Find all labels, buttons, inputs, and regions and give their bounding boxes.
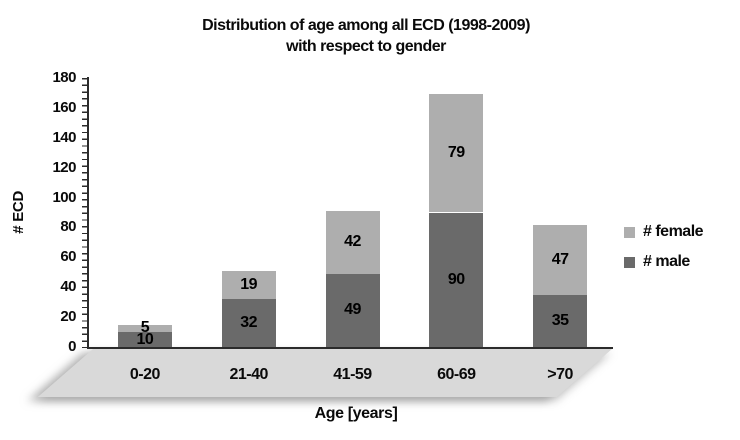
y-tick-label-40: 40: [60, 278, 76, 296]
bar-value-label: 5: [140, 319, 150, 337]
bar-segment-male-4: 35: [533, 294, 588, 347]
x-tick-label-4: >70: [547, 366, 573, 383]
y-tick-label-20: 20: [60, 308, 76, 326]
x-tick-label-1: 21-40: [229, 366, 268, 383]
legend: # female # male: [624, 223, 704, 284]
y-tick-label-60: 60: [60, 248, 76, 266]
x-tick-label-2: 41-59: [333, 366, 372, 383]
x-axis-title: Age [years]: [314, 405, 398, 422]
bar-value-label: 10: [136, 330, 154, 348]
bar-value-label: 79: [447, 144, 465, 162]
legend-swatch: [624, 256, 635, 268]
chart-title-line1: Distribution of age among all ECD (1998-…: [202, 17, 530, 34]
chart-title: Distribution of age among all ECD (1998-…: [96, 15, 636, 57]
y-tick-label-180: 180: [52, 69, 76, 86]
legend-label: # female: [643, 223, 704, 240]
bar-value-label: 42: [344, 233, 361, 251]
x-axis-line: [87, 347, 613, 349]
y-axis-title-text: # ECD: [9, 191, 27, 234]
y-tick-label-100: 100: [52, 188, 76, 206]
bar-segment-female-2: 42: [325, 211, 380, 274]
y-tick-label-140: 140: [52, 128, 76, 146]
bar-segment-male-2: 49: [325, 273, 380, 347]
bar-segment-female-3: 79: [429, 94, 484, 213]
y-axis-title: # ECD: [8, 78, 28, 347]
bar-value-label: 32: [240, 314, 258, 332]
bar-value-label: 49: [344, 301, 361, 319]
bar-segment-female-1: 19: [221, 270, 276, 300]
x-tick-label-3: 60-69: [437, 366, 476, 383]
bar-segment-male-1: 32: [221, 299, 276, 347]
y-tick-label-80: 80: [60, 218, 76, 236]
y-axis-line: [87, 77, 89, 349]
bar-value-label: 19: [240, 275, 258, 293]
y-tick-label-160: 160: [52, 98, 76, 116]
chart-title-line2: with respect to gender: [286, 38, 446, 55]
bar-segment-male-0: 10: [117, 330, 172, 348]
bar-segment-female-0: 5: [117, 320, 172, 336]
bar-segment-female-4: 47: [533, 224, 588, 295]
x-tick-label-0: 0-20: [129, 366, 161, 383]
legend-swatch: [624, 226, 635, 238]
legend-item-female: # female: [624, 223, 704, 240]
bar-value-label: 35: [551, 311, 569, 329]
bar-segment-male-3: 90: [429, 212, 484, 347]
y-axis-minor-ticks: [82, 78, 87, 348]
legend-item-male: # male: [624, 253, 703, 270]
bar-value-label: 47: [551, 250, 569, 268]
y-tick-label-120: 120: [52, 158, 76, 176]
legend-label: # male: [643, 253, 690, 270]
y-tick-label-0: 0: [68, 338, 76, 355]
bar-value-label: 90: [447, 270, 465, 288]
